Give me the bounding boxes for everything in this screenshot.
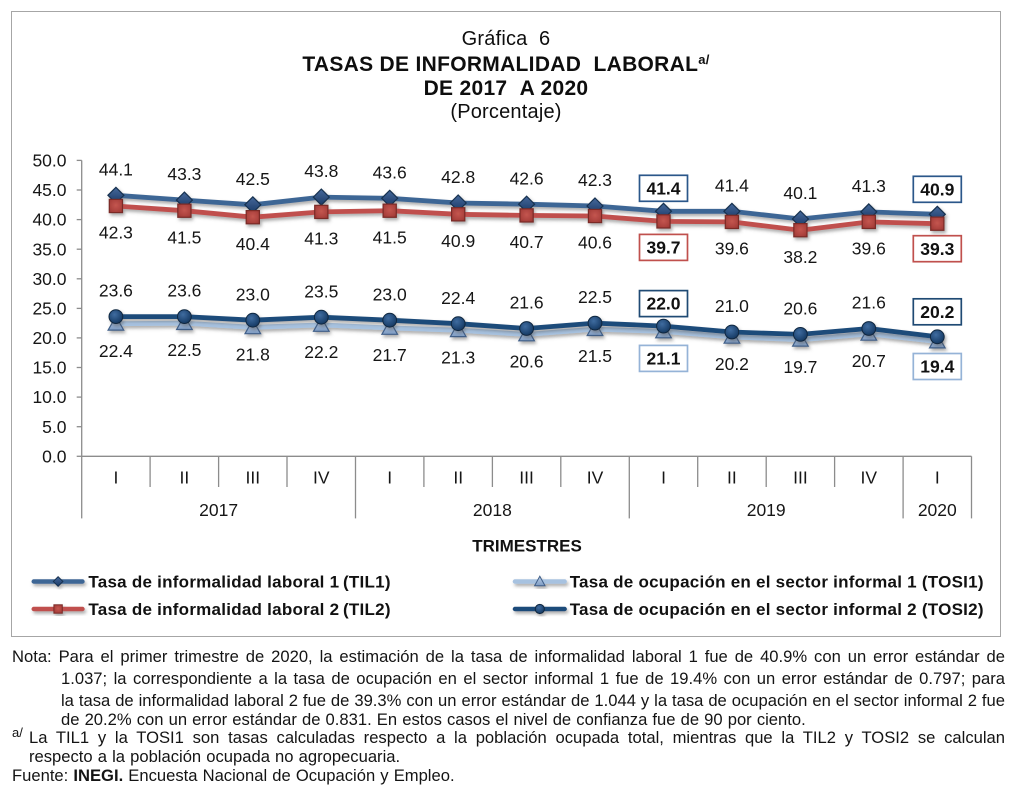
svg-text:III: III	[246, 468, 261, 488]
svg-text:43.6: 43.6	[373, 162, 407, 182]
svg-text:39.7: 39.7	[646, 238, 680, 258]
svg-text:IV: IV	[861, 468, 878, 488]
svg-text:Tasa de informalidad laboral 2: Tasa de informalidad laboral 2 (TIL2)	[88, 600, 390, 619]
svg-text:39.6: 39.6	[715, 239, 749, 259]
svg-text:I: I	[661, 468, 666, 488]
svg-text:50.0: 50.0	[32, 151, 66, 171]
svg-text:21.1: 21.1	[646, 349, 680, 369]
svg-text:23.6: 23.6	[99, 281, 133, 301]
svg-text:41.5: 41.5	[373, 227, 407, 247]
svg-text:40.6: 40.6	[578, 233, 612, 253]
svg-text:35.0: 35.0	[32, 239, 66, 259]
svg-text:23.5: 23.5	[304, 281, 338, 301]
svg-text:43.3: 43.3	[167, 164, 201, 184]
svg-text:20.6: 20.6	[510, 352, 544, 372]
svg-text:IV: IV	[587, 468, 604, 488]
svg-text:5.0: 5.0	[42, 417, 67, 437]
svg-text:30.0: 30.0	[32, 269, 66, 289]
svg-text:0.0: 0.0	[42, 446, 67, 466]
svg-text:Tasa de informalidad laboral 1: Tasa de informalidad laboral 1 (TIL1)	[88, 573, 390, 592]
svg-text:19.7: 19.7	[783, 357, 817, 377]
svg-text:15.0: 15.0	[32, 358, 66, 378]
svg-text:IV: IV	[313, 468, 330, 488]
svg-text:40.7: 40.7	[510, 232, 544, 252]
svg-text:42.3: 42.3	[99, 223, 133, 243]
svg-text:20.6: 20.6	[783, 299, 817, 319]
svg-text:43.8: 43.8	[304, 161, 338, 181]
svg-text:I: I	[935, 468, 940, 488]
svg-text:42.3: 42.3	[578, 170, 612, 190]
svg-text:23.6: 23.6	[167, 281, 201, 301]
svg-text:20.0: 20.0	[32, 328, 66, 348]
svg-text:20.7: 20.7	[852, 351, 886, 371]
svg-text:10.0: 10.0	[32, 387, 66, 407]
svg-text:21.3: 21.3	[441, 347, 475, 367]
svg-text:25.0: 25.0	[32, 299, 66, 319]
svg-text:41.5: 41.5	[167, 227, 201, 247]
svg-text:44.1: 44.1	[99, 159, 133, 179]
svg-text:40.4: 40.4	[236, 234, 270, 254]
svg-text:42.5: 42.5	[236, 169, 270, 189]
svg-text:II: II	[180, 468, 190, 488]
svg-text:21.0: 21.0	[715, 296, 749, 316]
svg-text:21.6: 21.6	[510, 293, 544, 313]
svg-text:39.3: 39.3	[920, 239, 954, 259]
svg-text:42.6: 42.6	[510, 168, 544, 188]
svg-text:22.5: 22.5	[167, 340, 201, 360]
svg-text:II: II	[453, 468, 463, 488]
svg-text:23.0: 23.0	[373, 284, 407, 304]
svg-text:2020: 2020	[918, 500, 957, 520]
svg-text:45.0: 45.0	[32, 180, 66, 200]
svg-text:42.8: 42.8	[441, 167, 475, 187]
svg-text:I: I	[113, 468, 118, 488]
svg-text:22.4: 22.4	[99, 341, 133, 361]
svg-text:38.2: 38.2	[783, 247, 817, 267]
svg-text:2019: 2019	[747, 500, 786, 520]
svg-text:21.7: 21.7	[373, 345, 407, 365]
svg-text:19.4: 19.4	[920, 357, 954, 377]
svg-text:III: III	[793, 468, 808, 488]
svg-text:41.4: 41.4	[715, 175, 749, 195]
svg-text:III: III	[519, 468, 534, 488]
svg-text:Tasa de ocupación en el sector: Tasa de ocupación en el sector informal …	[570, 600, 984, 619]
svg-text:41.3: 41.3	[304, 229, 338, 249]
svg-text:20.2: 20.2	[920, 302, 954, 322]
svg-text:20.2: 20.2	[715, 354, 749, 374]
svg-text:2018: 2018	[473, 500, 512, 520]
svg-text:21.8: 21.8	[236, 344, 270, 364]
svg-text:I: I	[387, 468, 392, 488]
svg-text:40.0: 40.0	[32, 210, 66, 230]
svg-text:40.9: 40.9	[441, 231, 475, 251]
svg-text:39.6: 39.6	[852, 239, 886, 259]
svg-text:II: II	[727, 468, 737, 488]
svg-text:22.4: 22.4	[441, 288, 475, 308]
svg-text:22.5: 22.5	[578, 287, 612, 307]
svg-text:22.0: 22.0	[646, 294, 680, 314]
svg-text:2017: 2017	[199, 500, 238, 520]
svg-text:23.0: 23.0	[236, 284, 270, 304]
svg-text:22.2: 22.2	[304, 342, 338, 362]
svg-text:41.4: 41.4	[646, 178, 680, 198]
svg-text:Tasa de ocupación en el sector: Tasa de ocupación en el sector informal …	[570, 573, 984, 592]
svg-text:41.3: 41.3	[852, 176, 886, 196]
svg-text:21.6: 21.6	[852, 293, 886, 313]
svg-text:21.5: 21.5	[578, 346, 612, 366]
svg-text:40.1: 40.1	[783, 183, 817, 203]
svg-text:40.9: 40.9	[920, 179, 954, 199]
svg-text:TRIMESTRES: TRIMESTRES	[472, 536, 582, 555]
